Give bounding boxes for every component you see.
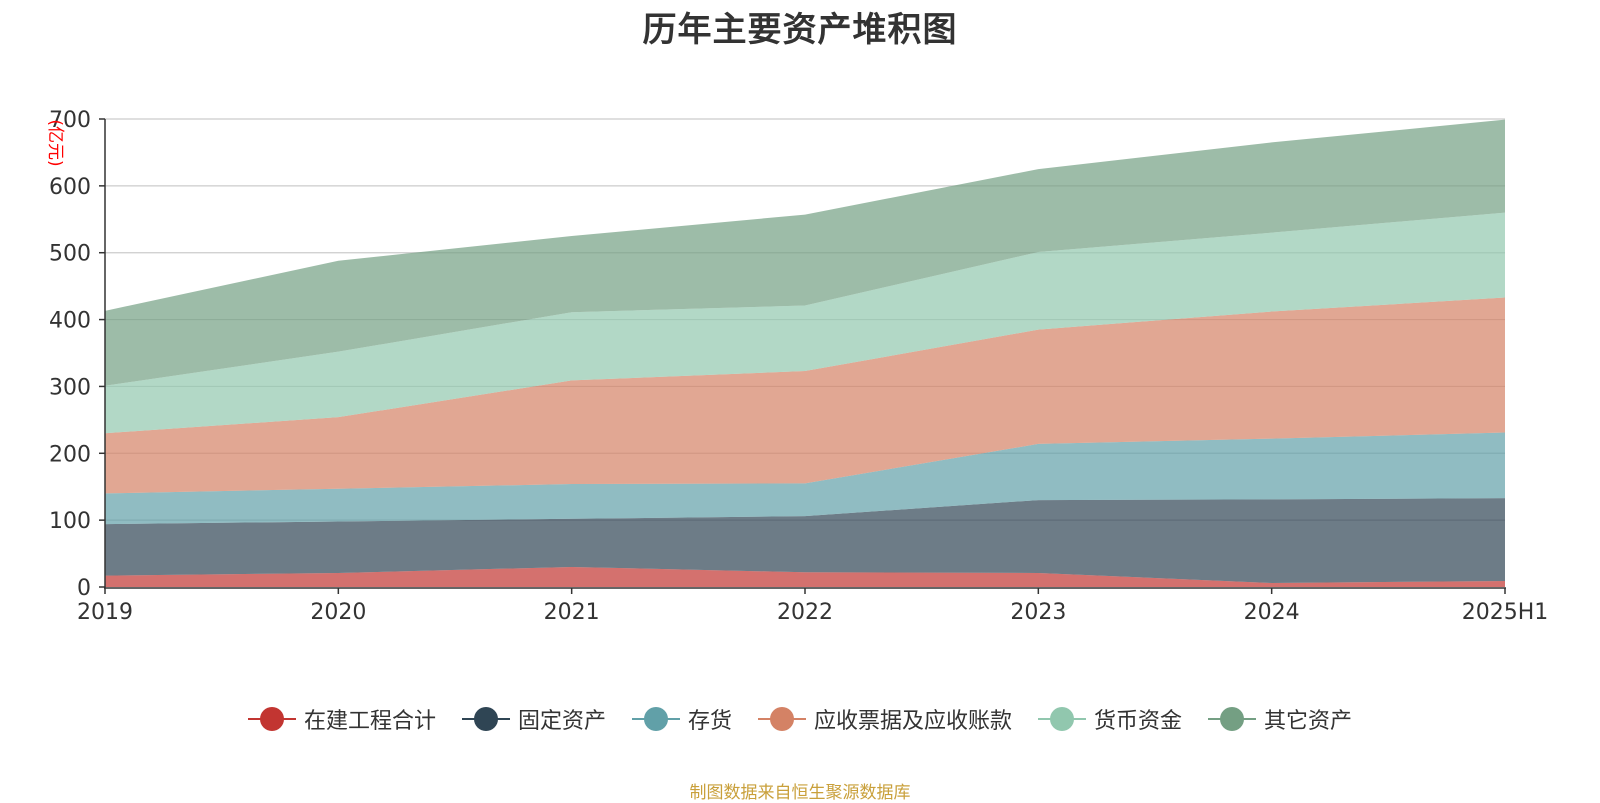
legend-swatch-icon: [247, 706, 296, 732]
legend-swatch-icon: [758, 706, 806, 732]
legend-swatch-icon: [631, 706, 680, 732]
source-note: 制图数据来自恒生聚源数据库: [689, 783, 911, 803]
x-tick-label: 2022: [777, 600, 833, 625]
x-tick-label: 2019: [77, 600, 133, 625]
legend-item-6[interactable]: 其它资产: [1208, 703, 1352, 735]
area-series-5: [105, 212, 1505, 434]
y-tick-label: 300: [49, 375, 91, 400]
y-tick-label: 700: [49, 108, 91, 133]
legend-swatch-icon: [1038, 706, 1087, 732]
x-tick-label: 2023: [1010, 600, 1066, 625]
legend-item-4[interactable]: 应收票据及应收账款: [758, 703, 1012, 735]
x-tick-label: 2020: [310, 600, 366, 625]
legend-label: 货币资金: [1094, 709, 1183, 734]
legend-label: 存货: [687, 709, 732, 734]
legend-item-2[interactable]: 固定资产: [461, 703, 606, 735]
legend-item-1[interactable]: 在建工程合计: [247, 703, 436, 735]
legend-label: 应收票据及应收账款: [814, 709, 1013, 734]
area-series-6: [105, 119, 1505, 386]
legend-label: 在建工程合计: [303, 709, 436, 734]
area-series-4: [105, 297, 1505, 494]
y-tick-label: 500: [49, 242, 91, 267]
area-series: [105, 119, 1505, 587]
area-series-2: [105, 498, 1505, 583]
y-tick-label: 0: [77, 576, 91, 601]
y-tick-label: 600: [49, 175, 91, 200]
area-series-1: [105, 566, 1505, 587]
legend-swatch-icon: [461, 706, 510, 732]
legend-item-5[interactable]: 货币资金: [1038, 703, 1182, 735]
chart-title: 历年主要资产堆积图: [642, 10, 958, 50]
stacked-area-chart: 0 100 200 300 400 500 600 700 2019 2020 2021 2022 20…: [45, 108, 1548, 625]
legend: 在建工程合计 固定资产 存货 应收票据及应收账款 货币资金 其它资产: [0, 703, 1600, 735]
area-series-3: [105, 432, 1505, 525]
y-tick-label: 400: [49, 309, 91, 334]
axes: 0 100 200 300 400 500 600 700 2019 2020 2021 2022 20…: [49, 108, 1548, 625]
y-tick-label: 200: [49, 442, 91, 467]
x-tick-label: 2025H1: [1462, 600, 1549, 625]
legend-swatch-icon: [1208, 706, 1257, 732]
y-axis-label: (亿元): [45, 119, 65, 166]
legend-item-3[interactable]: 存货: [631, 703, 732, 735]
x-tick-label: 2024: [1244, 600, 1300, 625]
legend-label: 固定资产: [517, 709, 606, 734]
legend-label: 其它资产: [1264, 709, 1353, 734]
y-tick-label: 100: [49, 509, 91, 534]
x-tick-label: 2021: [544, 600, 600, 625]
